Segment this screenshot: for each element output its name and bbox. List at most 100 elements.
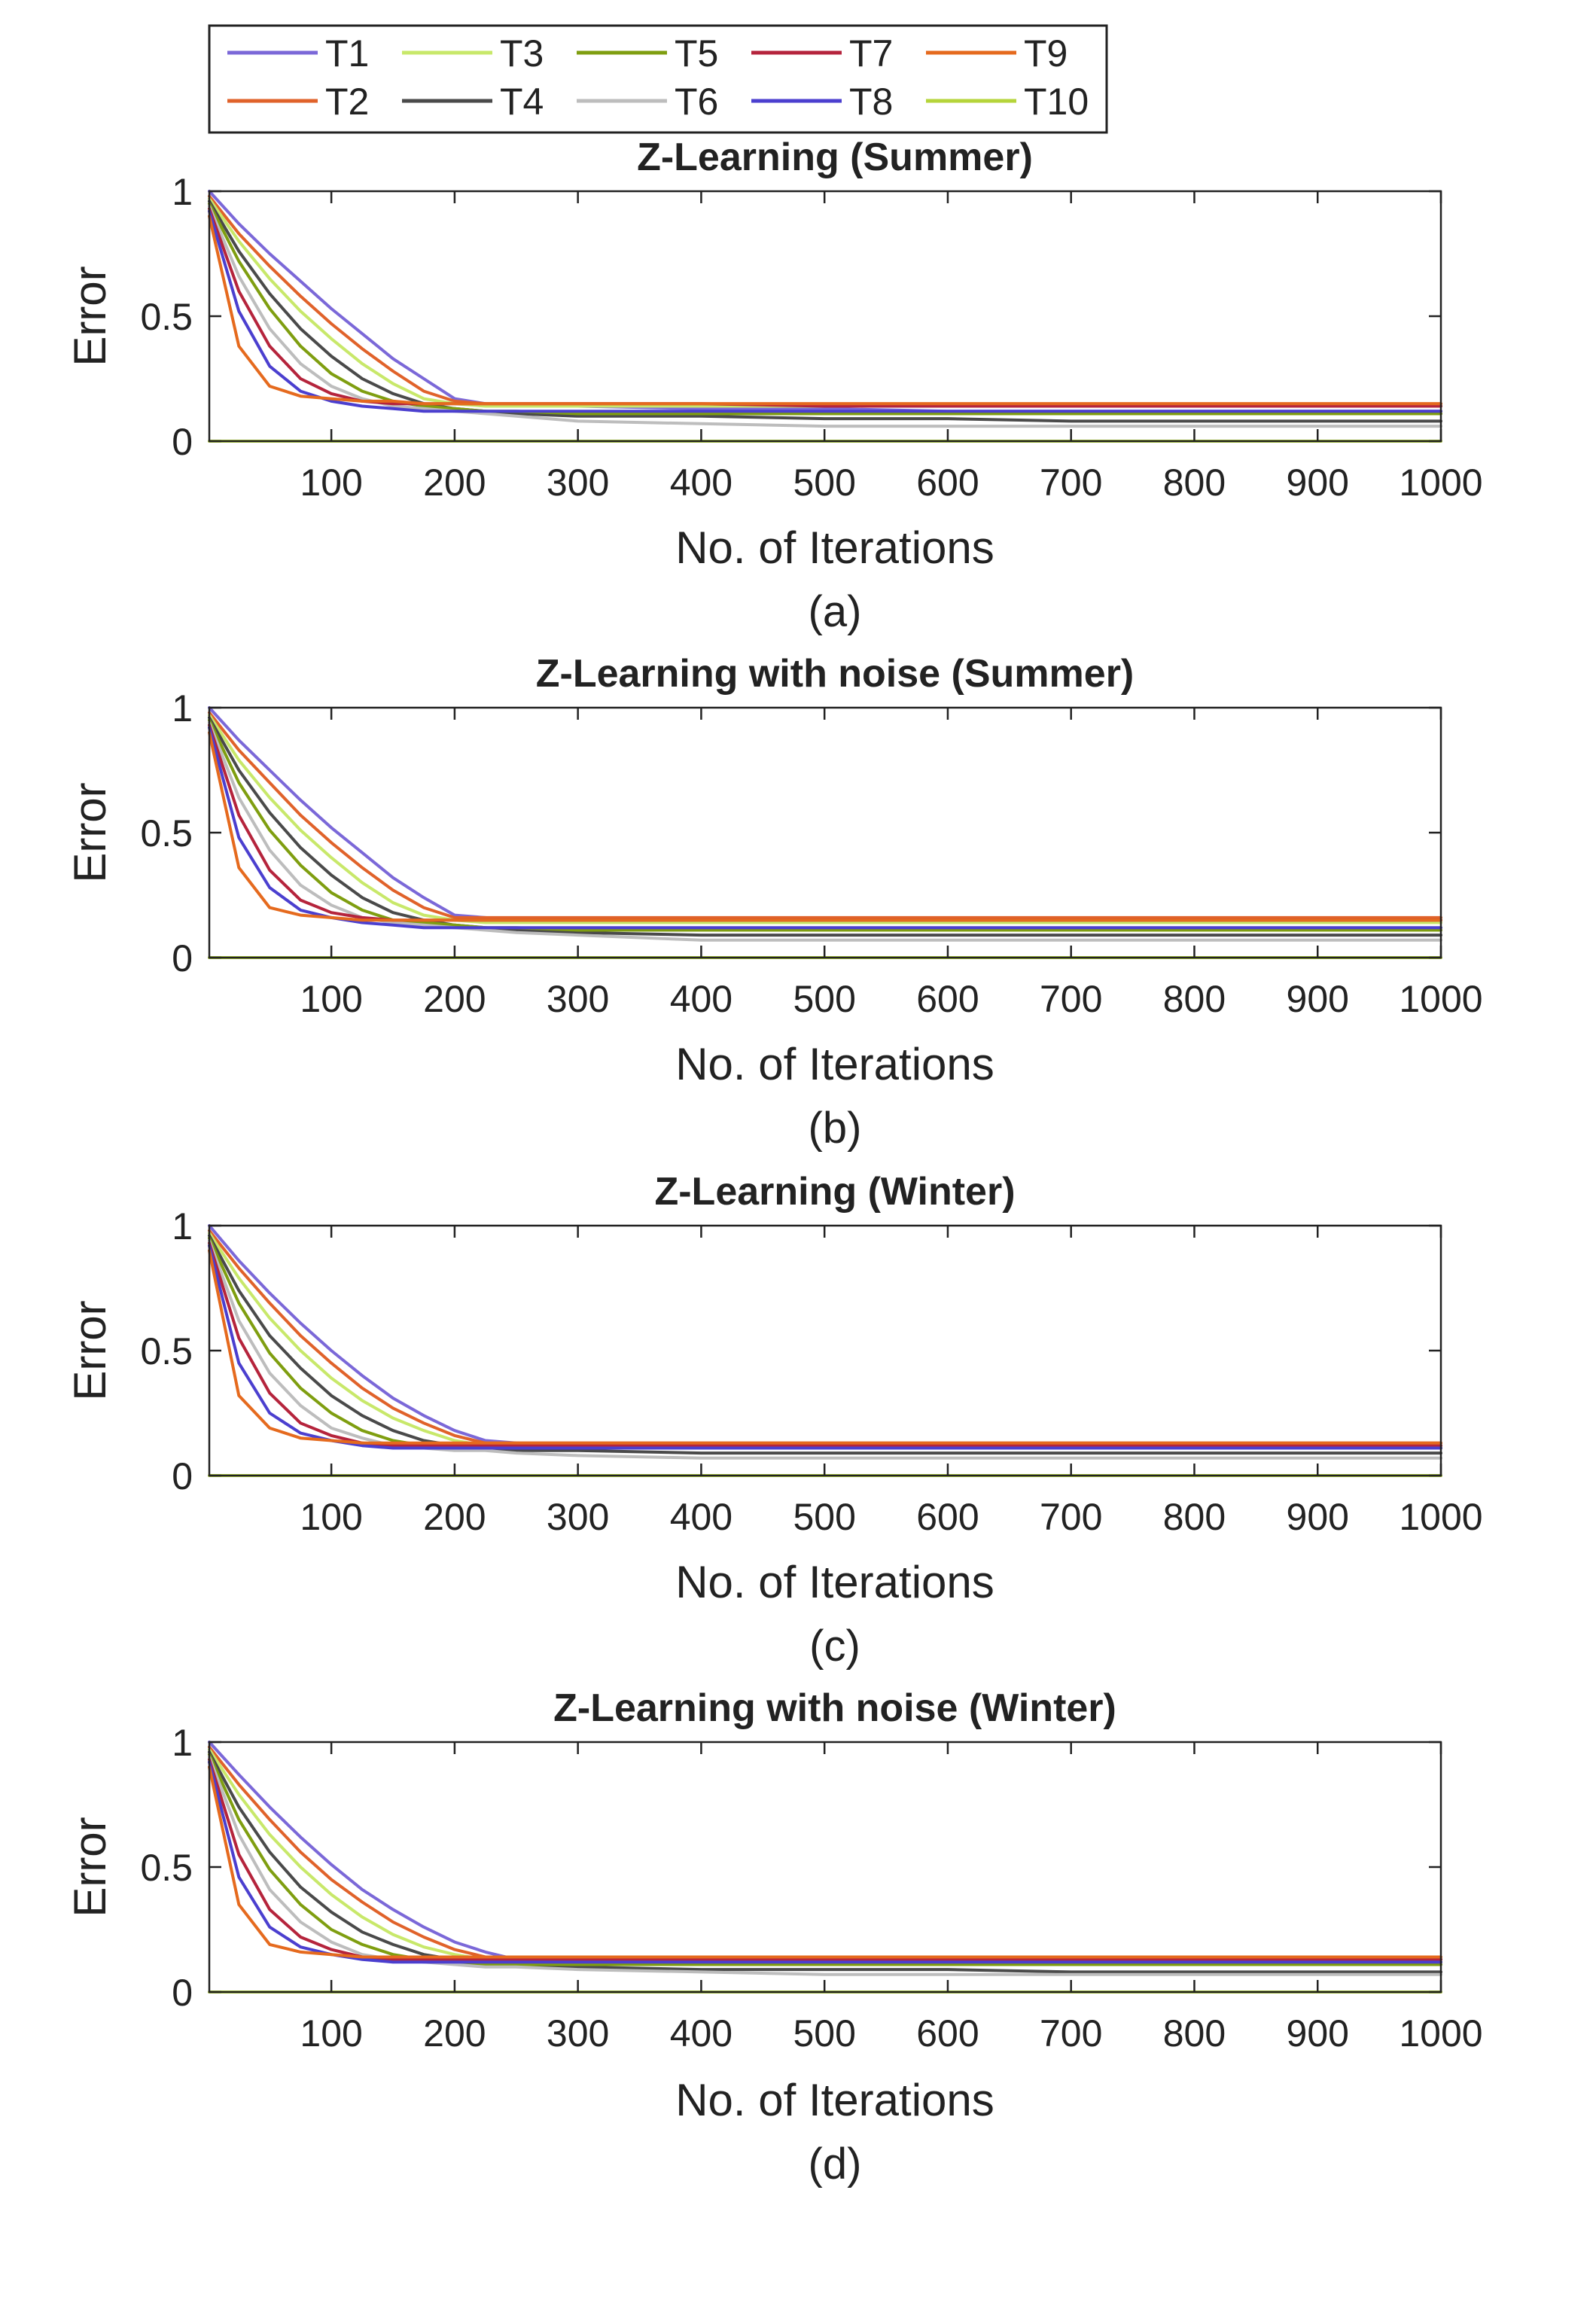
panel-title: Z-Learning (Winter) — [654, 1170, 1015, 1214]
series-line-t9 — [208, 731, 1442, 922]
x-tick-label: 700 — [1040, 1496, 1102, 1538]
panel-title: Z-Learning with noise (Summer) — [536, 652, 1135, 696]
x-tick-label: 500 — [793, 2012, 855, 2054]
x-axis-label: No. of Iterations — [675, 1557, 994, 1607]
x-tick-label: 700 — [1040, 2012, 1102, 2054]
x-tick-label: 1000 — [1399, 1496, 1482, 1538]
x-tick-label: 500 — [793, 1496, 855, 1538]
series-line-t6 — [208, 204, 1442, 428]
x-tick-label: 400 — [670, 2012, 733, 2054]
x-axis-label: No. of Iterations — [675, 1039, 994, 1089]
x-axis-label: No. of Iterations — [675, 2075, 994, 2125]
x-tick-label: 600 — [916, 1496, 979, 1538]
series-line-t8 — [208, 726, 1442, 930]
legend-label-t4: T4 — [500, 81, 544, 123]
series-line-t7 — [208, 1241, 1442, 1448]
y-axis-label: Error — [65, 266, 115, 366]
series-line-t6 — [208, 720, 1442, 942]
legend-label-t7: T7 — [849, 32, 893, 75]
y-tick-label: 1 — [172, 687, 193, 730]
x-tick-label: 1000 — [1399, 2012, 1482, 2054]
y-tick-label: 0 — [172, 421, 193, 463]
x-tick-label: 600 — [916, 978, 979, 1020]
legend-label-t10: T10 — [1024, 81, 1089, 123]
series-line-t9 — [208, 1249, 1442, 1445]
panel-sublabel: (b) — [809, 1104, 862, 1153]
y-axis-label: Error — [65, 1817, 115, 1917]
x-tick-label: 400 — [670, 1496, 733, 1538]
x-tick-label: 800 — [1163, 978, 1226, 1020]
series-line-t5 — [208, 1753, 1442, 1966]
x-tick-label: 800 — [1163, 1496, 1226, 1538]
panel-d: Z-Learning with noise (Winter) Error No.… — [65, 1686, 1483, 2189]
series-line-t7 — [208, 1758, 1442, 1961]
series-line-t6 — [208, 1755, 1442, 1976]
panel-title: Z-Learning (Summer) — [637, 136, 1033, 179]
panel-sublabel: (a) — [809, 587, 862, 636]
y-tick-label: 0 — [172, 937, 193, 979]
x-tick-label: 500 — [793, 461, 855, 504]
x-tick-label: 100 — [300, 461, 362, 504]
series-line-t2 — [208, 711, 1442, 919]
x-tick-label: 1000 — [1399, 461, 1482, 504]
x-tick-label: 400 — [670, 461, 733, 504]
panel-sublabel: (c) — [809, 1622, 860, 1671]
series-line-t8 — [208, 209, 1442, 413]
y-axis-label: Error — [65, 1300, 115, 1400]
x-tick-label: 300 — [547, 1496, 609, 1538]
x-tick-label: 300 — [547, 461, 609, 504]
x-tick-label: 1000 — [1399, 978, 1482, 1020]
x-tick-label: 800 — [1163, 461, 1226, 504]
series-line-t9 — [208, 215, 1442, 406]
legend-label-t9: T9 — [1024, 32, 1068, 75]
x-tick-label: 300 — [547, 978, 609, 1020]
x-tick-label: 200 — [423, 461, 486, 504]
legend-label-t2: T2 — [325, 81, 369, 123]
legend-label-t8: T8 — [849, 81, 893, 123]
panel-c: Z-Learning (Winter) Error No. of Iterati… — [65, 1170, 1483, 1671]
x-tick-label: 900 — [1287, 461, 1349, 504]
y-tick-label: 0.5 — [140, 1330, 193, 1372]
x-axis-label: No. of Iterations — [675, 522, 994, 573]
legend-box — [208, 24, 1108, 134]
x-tick-label: 100 — [300, 978, 362, 1020]
x-tick-label: 600 — [916, 461, 979, 504]
x-tick-label: 900 — [1287, 978, 1349, 1020]
x-tick-label: 900 — [1287, 1496, 1349, 1538]
legend-label-t1: T1 — [325, 32, 369, 75]
series-line-t8 — [208, 1244, 1442, 1450]
legend: T1 T2 T3 T4 T5 T6 T7 T8 T9 T10 — [208, 24, 1108, 134]
x-tick-label: 100 — [300, 2012, 362, 2054]
series-line-t3 — [208, 714, 1442, 924]
y-tick-label: 0.5 — [140, 1847, 193, 1889]
x-tick-label: 700 — [1040, 461, 1102, 504]
x-tick-label: 400 — [670, 978, 733, 1020]
x-tick-label: 600 — [916, 2012, 979, 2054]
y-axis-label: Error — [65, 782, 115, 882]
x-tick-label: 900 — [1287, 2012, 1349, 2054]
y-tick-label: 1 — [172, 171, 193, 213]
y-tick-label: 1 — [172, 1722, 193, 1764]
legend-label-t6: T6 — [675, 81, 718, 123]
x-tick-label: 800 — [1163, 2012, 1226, 2054]
panel-sublabel: (d) — [809, 2140, 862, 2189]
panel-a: Z-Learning (Summer) Error No. of Iterati… — [65, 136, 1483, 636]
series-line-t9 — [208, 1765, 1442, 1959]
panel-b: Z-Learning with noise (Summer) Error No.… — [65, 652, 1483, 1153]
x-tick-label: 200 — [423, 2012, 486, 2054]
legend-label-t3: T3 — [500, 32, 544, 75]
x-tick-label: 700 — [1040, 978, 1102, 1020]
x-tick-label: 200 — [423, 1496, 486, 1538]
series-line-t8 — [208, 1760, 1442, 1964]
x-tick-label: 200 — [423, 978, 486, 1020]
x-tick-label: 300 — [547, 2012, 609, 2054]
x-tick-label: 100 — [300, 1496, 362, 1538]
y-tick-label: 0 — [172, 1455, 193, 1497]
y-tick-label: 0 — [172, 1972, 193, 2014]
panel-title: Z-Learning with noise (Winter) — [553, 1686, 1116, 1730]
legend-label-t5: T5 — [675, 32, 718, 75]
y-tick-label: 1 — [172, 1205, 193, 1247]
y-tick-label: 0.5 — [140, 812, 193, 854]
